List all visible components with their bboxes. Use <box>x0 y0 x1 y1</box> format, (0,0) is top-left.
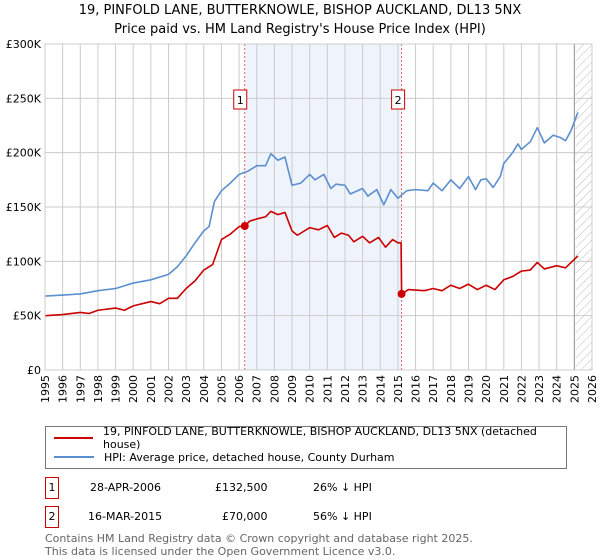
y-tick-label: £50K <box>13 310 42 323</box>
x-tick-label: 2023 <box>533 375 546 403</box>
transaction-badge: 2 <box>45 506 59 528</box>
x-tick-label: 2004 <box>198 375 211 403</box>
legend-label: HPI: Average price, detached house, Coun… <box>104 450 395 464</box>
x-tick-label: 2015 <box>392 375 405 403</box>
x-tick-label: 2016 <box>410 375 423 403</box>
transaction-price: £132,500 <box>215 481 268 494</box>
sale-badge-box <box>391 89 406 110</box>
x-tick-label: 2019 <box>462 375 475 403</box>
x-tick-label: 2005 <box>215 375 228 403</box>
x-tick-label: 2017 <box>427 375 440 403</box>
transaction-hpi: 26% ↓ HPI <box>313 481 372 494</box>
x-tick-label: 1999 <box>110 375 123 403</box>
y-tick-label: £0 <box>27 364 41 377</box>
x-tick-label: 2020 <box>480 375 493 403</box>
transaction-date: 16-MAR-2015 <box>88 510 163 523</box>
x-tick-label: 2021 <box>498 375 511 403</box>
y-tick-label: £300K <box>6 38 42 51</box>
legend-swatch-blue <box>54 456 94 458</box>
x-tick-label: 2002 <box>163 375 176 403</box>
x-tick-label: 2025 <box>568 375 581 403</box>
x-tick-label: 2012 <box>339 375 352 403</box>
x-tick-label: 1997 <box>74 375 87 403</box>
footer-licence: This data is licensed under the Open Gov… <box>45 545 396 558</box>
sale-badge-label: 2 <box>395 94 402 107</box>
transaction-badge: 1 <box>45 477 59 499</box>
transaction-price: £70,000 <box>222 510 268 523</box>
hpi-line <box>44 112 579 297</box>
x-tick-label: 2013 <box>357 375 370 403</box>
x-tick-label: 2008 <box>268 375 281 403</box>
x-tick-label: 2007 <box>251 375 264 403</box>
property-price-line <box>44 210 579 317</box>
sale-point <box>397 289 406 298</box>
legend-label: 19, PINFOLD LANE, BUTTERKNOWLE, BISHOP A… <box>103 425 537 451</box>
chart-title: 19, PINFOLD LANE, BUTTERKNOWLE, BISHOP A… <box>78 3 522 18</box>
y-tick-label: £100K <box>6 255 42 268</box>
transaction-date: 28-APR-2006 <box>90 481 162 494</box>
x-tick-label: 2011 <box>321 375 334 403</box>
x-tick-label: 2003 <box>180 375 193 403</box>
plot-border <box>44 43 593 371</box>
footer-copyright: Contains HM Land Registry data © Crown c… <box>45 532 473 545</box>
x-tick-label: 2014 <box>374 375 387 403</box>
x-tick-label: 2009 <box>286 375 299 403</box>
x-tick-label: 1995 <box>39 375 52 403</box>
x-tick-label: 2000 <box>127 375 140 403</box>
legend-swatch-red <box>54 437 93 439</box>
x-tick-label: 2022 <box>515 375 528 403</box>
x-tick-label: 1998 <box>92 375 105 403</box>
transaction-hpi: 56% ↓ HPI <box>313 510 372 523</box>
sale-point <box>240 222 249 231</box>
x-tick-label: 2010 <box>304 375 317 403</box>
x-tick-label: 2001 <box>145 375 158 403</box>
price-chart: 1995 1996 1997 1998 1999 2000 2001 2002 2003 2004… <box>6 38 599 403</box>
x-tick-label: 2018 <box>445 375 458 403</box>
chart-subtitle: Price paid vs. HM Land Registry's House … <box>114 22 486 37</box>
y-tick-label: £150K <box>6 201 42 214</box>
sale-badge-box <box>233 89 248 110</box>
legend-item-property: 19, PINFOLD LANE, BUTTERKNOWLE, BISHOP A… <box>54 425 566 451</box>
y-tick-label: £200K <box>6 147 42 160</box>
x-tick-label: 2026 <box>586 375 599 403</box>
sale-badge-label: 1 <box>237 94 244 107</box>
x-tick-label: 1996 <box>57 375 70 403</box>
x-tick-label: 2006 <box>233 375 246 403</box>
legend-item-hpi: HPI: Average price, detached house, Coun… <box>54 449 395 465</box>
legend: 19, PINFOLD LANE, BUTTERKNOWLE, BISHOP A… <box>45 425 567 469</box>
y-tick-label: £250K <box>6 92 42 105</box>
x-tick-label: 2024 <box>551 375 564 403</box>
